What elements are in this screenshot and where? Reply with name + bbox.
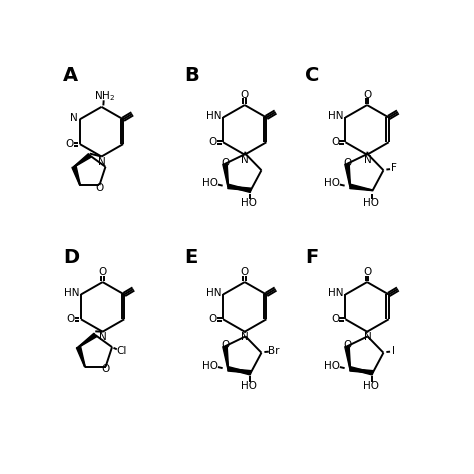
Text: HO: HO bbox=[324, 179, 340, 189]
Text: D: D bbox=[63, 248, 79, 267]
Text: O: O bbox=[65, 139, 73, 149]
Text: C: C bbox=[305, 66, 320, 85]
Text: O: O bbox=[99, 267, 107, 277]
Text: HN: HN bbox=[328, 111, 344, 121]
Text: F: F bbox=[305, 248, 319, 267]
Polygon shape bbox=[76, 346, 85, 367]
Text: HO: HO bbox=[363, 381, 379, 391]
Text: O: O bbox=[363, 90, 371, 100]
Text: HN: HN bbox=[206, 288, 221, 299]
Polygon shape bbox=[228, 186, 251, 192]
Text: N: N bbox=[99, 332, 107, 342]
Polygon shape bbox=[350, 184, 373, 191]
Text: N: N bbox=[98, 157, 105, 167]
Polygon shape bbox=[223, 346, 228, 369]
Text: N: N bbox=[241, 332, 249, 342]
Polygon shape bbox=[350, 367, 373, 373]
Text: N: N bbox=[364, 332, 371, 342]
Text: O: O bbox=[209, 314, 217, 324]
Text: HN: HN bbox=[64, 288, 79, 299]
Polygon shape bbox=[223, 164, 228, 186]
Text: O: O bbox=[221, 340, 229, 350]
Text: N: N bbox=[241, 155, 249, 165]
Polygon shape bbox=[350, 369, 373, 375]
Text: HN: HN bbox=[328, 288, 344, 299]
Polygon shape bbox=[72, 166, 80, 185]
Text: NH$_2$: NH$_2$ bbox=[94, 89, 115, 103]
Text: O: O bbox=[241, 267, 249, 277]
Text: O: O bbox=[95, 182, 103, 193]
Text: HO: HO bbox=[363, 199, 379, 209]
Text: O: O bbox=[241, 90, 249, 100]
Text: B: B bbox=[184, 66, 199, 85]
Text: O: O bbox=[209, 137, 217, 147]
Text: HO: HO bbox=[324, 361, 340, 371]
Polygon shape bbox=[228, 367, 251, 373]
Polygon shape bbox=[345, 164, 350, 186]
Text: HO: HO bbox=[202, 179, 218, 189]
Text: F: F bbox=[391, 164, 397, 173]
Text: I: I bbox=[392, 346, 395, 356]
Text: N: N bbox=[364, 155, 371, 165]
Text: O: O bbox=[221, 158, 229, 168]
Text: Cl: Cl bbox=[116, 346, 127, 356]
Polygon shape bbox=[228, 184, 251, 191]
Polygon shape bbox=[345, 346, 350, 369]
Text: O: O bbox=[331, 137, 339, 147]
Text: HO: HO bbox=[241, 199, 257, 209]
Text: E: E bbox=[184, 248, 197, 267]
Text: O: O bbox=[101, 364, 109, 374]
Text: O: O bbox=[66, 314, 75, 324]
Text: O: O bbox=[363, 267, 371, 277]
Text: O: O bbox=[343, 158, 351, 168]
Text: Br: Br bbox=[268, 346, 279, 356]
Polygon shape bbox=[74, 154, 91, 167]
Polygon shape bbox=[228, 369, 251, 375]
Text: N: N bbox=[71, 113, 78, 123]
Text: HN: HN bbox=[206, 111, 221, 121]
Polygon shape bbox=[78, 333, 97, 347]
Text: A: A bbox=[63, 66, 78, 85]
Text: HO: HO bbox=[241, 381, 257, 391]
Text: O: O bbox=[343, 340, 351, 350]
Text: O: O bbox=[331, 314, 339, 324]
Text: HO: HO bbox=[202, 361, 218, 371]
